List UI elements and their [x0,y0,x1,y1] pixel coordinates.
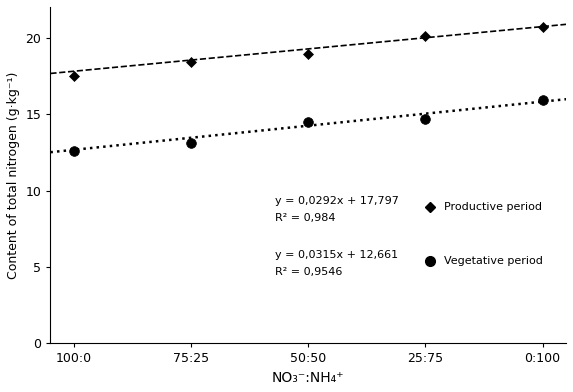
Y-axis label: Content of total nitrogen (g·kg⁻¹): Content of total nitrogen (g·kg⁻¹) [7,71,20,279]
X-axis label: NO₃⁻:NH₄⁺: NO₃⁻:NH₄⁺ [272,371,344,385]
Text: R² = 0,984: R² = 0,984 [276,213,336,223]
Text: R² = 0,9546: R² = 0,9546 [276,267,343,277]
Text: Vegetative period: Vegetative period [444,256,543,266]
Text: y = 0,0315x + 12,661: y = 0,0315x + 12,661 [276,250,399,260]
Text: Productive period: Productive period [444,202,542,212]
Text: y = 0,0292x + 17,797: y = 0,0292x + 17,797 [276,196,399,206]
